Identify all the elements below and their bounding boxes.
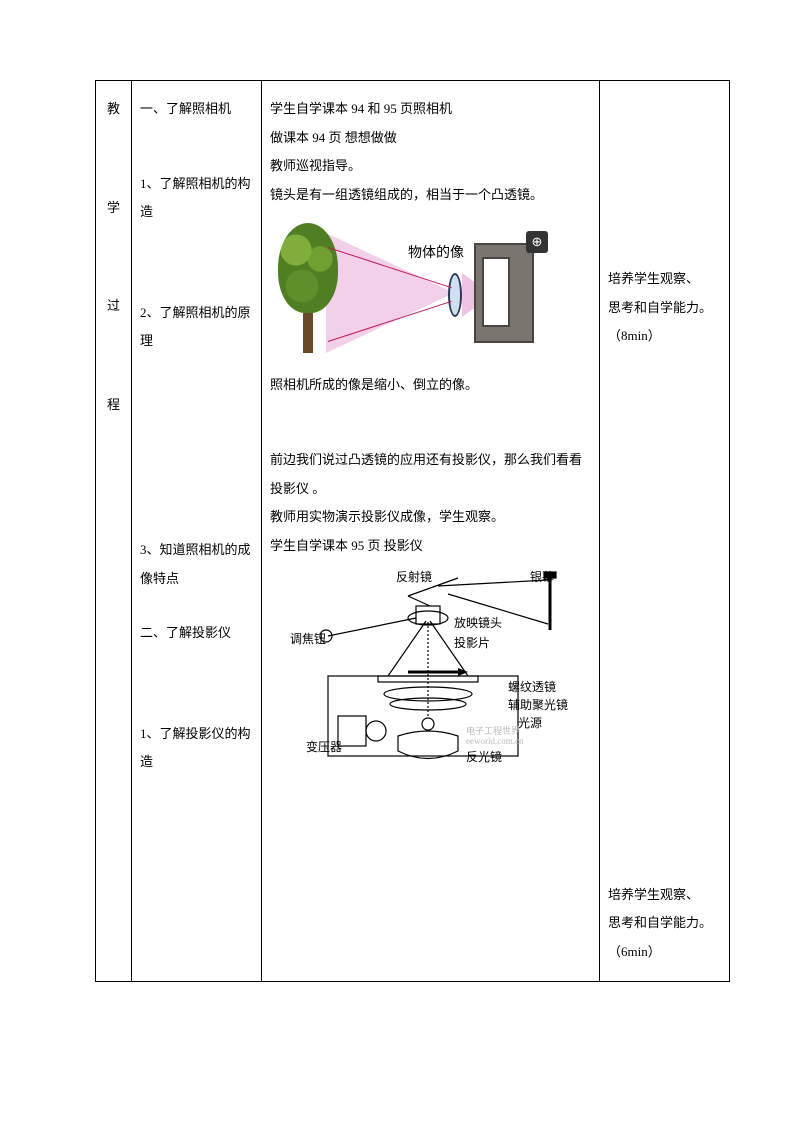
- lesson-table: 教 学 过 程 一、了解照相机 1、了解照相机的构造 2、了解照相机的原理 3、…: [95, 80, 730, 982]
- label-screen: 银幕: [530, 564, 554, 590]
- label-mirror: 反射镜: [396, 564, 432, 590]
- content-line: 学生自学课本 94 和 95 页照相机: [270, 95, 591, 124]
- lesson-plan-page: 教 学 过 程 一、了解照相机 1、了解照相机的构造 2、了解照相机的原理 3、…: [0, 0, 800, 1042]
- outline-heading: 一、了解照相机: [140, 95, 253, 124]
- outline-item: 1、了解照相机的构造: [140, 170, 253, 227]
- outline-item: 2、了解照相机的原理: [140, 299, 253, 356]
- note-line: 培养学生观察、: [608, 265, 721, 294]
- projector-diagram: 反射镜 银幕 调焦钮 放映镜头 投影片 螺纹透镜 辅助聚光镜 光源 变压器 反光…: [298, 566, 598, 776]
- lens-icon: [448, 273, 462, 317]
- zoom-icon: ⊕: [526, 231, 548, 253]
- outline-item: 3、知道照相机的成像特点: [140, 536, 253, 593]
- projector-svg: [298, 566, 598, 776]
- image-label: 物体的像: [408, 239, 464, 270]
- note-line: 思考和自学能力。: [608, 909, 721, 938]
- content-line: 教师巡视指导。: [270, 152, 591, 181]
- content-line: 做课本 94 页 想想做做: [270, 124, 591, 153]
- outline-item: 1、了解投影仪的构造: [140, 720, 253, 777]
- content-cell: 学生自学课本 94 和 95 页照相机 做课本 94 页 想想做做 教师巡视指导…: [262, 81, 600, 982]
- section-char: 学: [104, 194, 123, 223]
- label-knob: 调焦钮: [290, 626, 326, 652]
- content-line: 学生自学课本 95 页 投影仪: [270, 532, 591, 561]
- section-char: 程: [104, 391, 123, 420]
- notes-cell: 培养学生观察、 思考和自学能力。 （8min） 培养学生观察、 思考和自学能力。…: [600, 81, 730, 982]
- label-slide: 投影片: [454, 630, 490, 656]
- section-char: 教: [104, 95, 123, 124]
- content-line: 前边我们说过凸透镜的应用还有投影仪，那么我们看看投影仪 。: [270, 446, 591, 503]
- note-line: 思考和自学能力。: [608, 294, 721, 323]
- tree-icon: [278, 223, 338, 353]
- camera-diagram: ⊕ 物体的像: [278, 213, 548, 363]
- section-char: 过: [104, 292, 123, 321]
- label-transformer: 变压器: [306, 734, 342, 760]
- note-line: （6min）: [608, 938, 721, 967]
- watermark: eeworld.com.cn: [466, 732, 523, 752]
- content-line: 照相机所成的像是缩小、倒立的像。: [270, 371, 591, 400]
- section-label-cell: 教 学 过 程: [96, 81, 132, 982]
- content-line: 镜头是有一组透镜组成的，相当于一个凸透镜。: [270, 181, 591, 210]
- content-line: 教师用实物演示投影仪成像，学生观察。: [270, 503, 591, 532]
- note-line: （8min）: [608, 322, 721, 351]
- outline-heading: 二、了解投影仪: [140, 619, 253, 648]
- note-line: 培养学生观察、: [608, 881, 721, 910]
- outline-cell: 一、了解照相机 1、了解照相机的构造 2、了解照相机的原理 3、知道照相机的成像…: [132, 81, 262, 982]
